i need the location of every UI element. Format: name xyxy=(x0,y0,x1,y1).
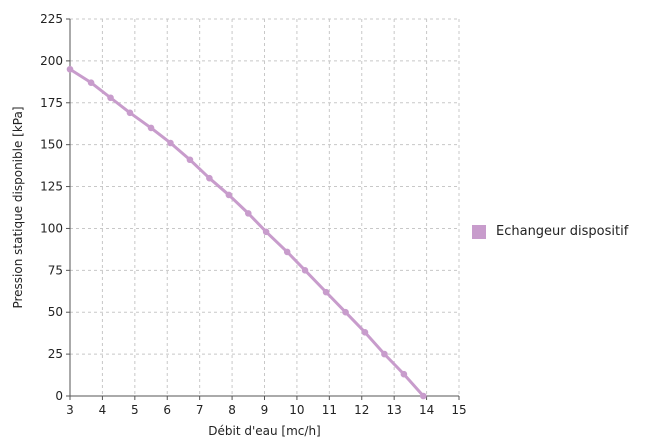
data-point xyxy=(87,79,95,86)
y-tick-label-175: 175 xyxy=(40,96,63,110)
x-tick-label-15: 15 xyxy=(451,403,466,417)
data-point xyxy=(167,139,174,147)
data-point xyxy=(147,124,155,132)
y-tick-label-75: 75 xyxy=(48,263,63,277)
data-point xyxy=(361,329,369,336)
x-tick-label-3: 3 xyxy=(66,403,74,417)
data-point xyxy=(186,156,194,164)
data-point xyxy=(381,350,388,358)
data-point xyxy=(400,370,408,378)
y-tick-label-125: 125 xyxy=(40,180,63,194)
series xyxy=(66,65,427,400)
y-tick-label-200: 200 xyxy=(40,54,63,68)
data-point xyxy=(342,308,349,316)
data-point xyxy=(206,174,213,182)
grid xyxy=(70,18,460,396)
y-tick-label-100: 100 xyxy=(40,221,63,235)
x-tick-label-11: 11 xyxy=(322,403,337,417)
data-point xyxy=(107,94,114,102)
x-tick-label-5: 5 xyxy=(131,403,139,417)
y-tick-label-225: 225 xyxy=(40,12,63,26)
y-tick-label-25: 25 xyxy=(48,347,63,361)
x-axis-title: Débit d'eau [mc/h] xyxy=(208,424,320,438)
x-tick-label-12: 12 xyxy=(354,403,369,417)
x-tick-label-10: 10 xyxy=(289,403,304,417)
y-axis-title: Pression statique disponible [kPa] xyxy=(11,106,25,308)
legend-label-echangeur: Echangeur dispositif xyxy=(496,224,629,239)
x-tick-label-9: 9 xyxy=(261,403,269,417)
data-point xyxy=(262,228,270,236)
y-tick-label-0: 0 xyxy=(55,389,63,403)
x-tick-label-8: 8 xyxy=(228,403,236,417)
legend: Echangeur dispositif xyxy=(472,224,628,239)
data-point xyxy=(66,65,74,73)
x-tick-label-7: 7 xyxy=(196,403,204,417)
data-point xyxy=(322,288,330,296)
ticks: 3 4 5 6 7 8 9 10 11 12 13 14 15025507510012515017520… xyxy=(40,12,467,417)
data-point xyxy=(420,392,427,400)
x-tick-label-6: 6 xyxy=(163,403,171,417)
series-line-0 xyxy=(69,68,425,397)
data-point xyxy=(283,248,291,256)
x-tick-label-4: 4 xyxy=(99,403,107,417)
x-tick-label-14: 14 xyxy=(419,403,434,417)
y-tick-label-150: 150 xyxy=(40,138,63,152)
data-point xyxy=(126,109,134,117)
legend-swatch-echangeur xyxy=(472,224,486,239)
y-tick-label-50: 50 xyxy=(48,305,63,319)
data-point xyxy=(225,191,233,199)
data-point xyxy=(301,267,309,274)
x-tick-label-13: 13 xyxy=(387,403,402,417)
data-point xyxy=(244,210,252,217)
